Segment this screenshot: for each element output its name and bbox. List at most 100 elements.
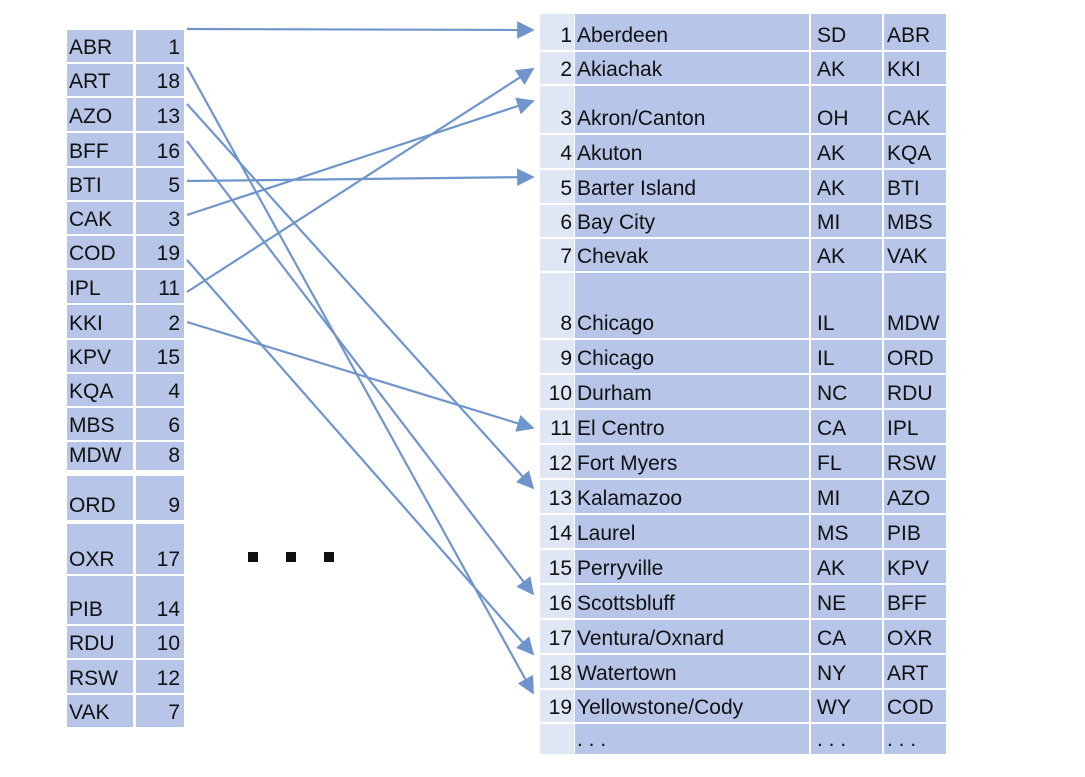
right-number-cell: 6 (540, 205, 574, 237)
right-state-cell: SD (811, 14, 882, 50)
right-code-cell: VAK (884, 239, 946, 271)
left-index-cell: 1 (136, 30, 184, 62)
right-code-cell: MBS (884, 205, 946, 237)
left-code-cell: KQA (67, 374, 133, 406)
right-city-cell: El Centro (575, 410, 809, 443)
right-number-cell: 7 (540, 239, 574, 271)
right-city-cell: Ventura/Oxnard (575, 620, 809, 653)
right-number-cell: 3 (540, 86, 574, 133)
left-code-cell: RDU (67, 626, 133, 658)
ellipsis-dot: ■ (248, 552, 258, 562)
right-number-cell: 2 (540, 52, 574, 84)
right-state-cell: FL (811, 445, 882, 478)
right-number-cell: 10 (540, 375, 574, 408)
right-code-cell: PIB (884, 515, 946, 548)
right-code-cell: IPL (884, 410, 946, 443)
right-number-cell: 11 (540, 410, 574, 443)
left-code-cell: IPL (67, 270, 133, 303)
left-index-cell: 6 (136, 408, 184, 440)
left-code-cell: BTI (67, 168, 133, 200)
right-state-cell: MI (811, 205, 882, 237)
mapping-arrow-kki (186, 68, 535, 293)
right-number-cell: 16 (540, 585, 574, 618)
mapping-arrow-cod (186, 259, 535, 656)
right-city-cell: Chicago (575, 340, 809, 373)
right-number-cell: 14 (540, 515, 574, 548)
right-code-cell: ABR (884, 14, 946, 50)
mapping-arrow-azo (186, 103, 535, 490)
right-number-cell: 8 (540, 273, 574, 338)
ellipsis-mark: ■ ■ ■ (248, 552, 338, 566)
right-state-cell: AK (811, 239, 882, 271)
left-index-cell: 15 (136, 340, 184, 372)
left-index-cell: 17 (136, 524, 184, 574)
right-number-cell: 17 (540, 620, 574, 653)
right-number-cell: 4 (540, 135, 574, 168)
left-index-cell: 2 (136, 305, 184, 338)
right-code-cell: COD (884, 690, 946, 722)
left-code-cell: MDW (67, 442, 133, 470)
right-city-cell: Fort Myers (575, 445, 809, 478)
left-code-cell: CAK (67, 202, 133, 234)
left-code-cell: MBS (67, 408, 133, 440)
right-code-cell: RDU (884, 375, 946, 408)
right-city-cell: Bay City (575, 205, 809, 237)
right-state-cell: AK (811, 550, 882, 583)
right-city-cell: Durham (575, 375, 809, 408)
right-code-cell: BTI (884, 170, 946, 203)
right-state-cell: NE (811, 585, 882, 618)
right-code-cell: ORD (884, 340, 946, 373)
left-code-cell: KPV (67, 340, 133, 372)
right-number-cell: 9 (540, 340, 574, 373)
left-code-cell: PIB (67, 576, 133, 624)
left-index-cell: 18 (136, 64, 184, 96)
right-city-cell: Kalamazoo (575, 480, 809, 513)
left-code-cell: KKI (67, 305, 133, 338)
right-code-cell: CAK (884, 86, 946, 133)
left-index-cell: 14 (136, 576, 184, 624)
left-code-cell: VAK (67, 695, 133, 727)
ellipsis-dot: ■ (324, 552, 334, 562)
right-number-cell (540, 724, 574, 754)
left-code-cell: COD (67, 236, 133, 268)
right-city-cell: Barter Island (575, 170, 809, 203)
right-code-cell: ART (884, 655, 946, 688)
right-code-cell: AZO (884, 480, 946, 513)
left-code-cell: RSW (67, 660, 133, 693)
right-state-cell: NY (811, 655, 882, 688)
right-city-cell: Scottsbluff (575, 585, 809, 618)
right-city-cell: Perryville (575, 550, 809, 583)
right-state-cell: WY (811, 690, 882, 722)
right-code-cell: KPV (884, 550, 946, 583)
left-code-cell: BFF (67, 133, 133, 166)
right-state-cell: MI (811, 480, 882, 513)
right-number-cell: 18 (540, 655, 574, 688)
left-index-cell: 19 (136, 236, 184, 268)
mapping-arrow-bti (186, 168, 535, 186)
ellipsis-dot: ■ (286, 552, 296, 562)
right-state-cell: NC (811, 375, 882, 408)
right-state-cell: AK (811, 52, 882, 84)
right-code-cell: BFF (884, 585, 946, 618)
left-index-cell: 8 (136, 442, 184, 470)
right-number-cell: 15 (540, 550, 574, 583)
mapping-arrow-cak (186, 97, 535, 217)
right-city-cell: . . . (575, 724, 809, 754)
right-state-cell: . . . (811, 724, 882, 754)
left-index-cell: 5 (136, 168, 184, 200)
right-state-cell: OH (811, 86, 882, 133)
right-city-cell: Yellowstone/Cody (575, 690, 809, 722)
left-index-cell: 10 (136, 626, 184, 658)
right-city-cell: Akuton (575, 135, 809, 168)
right-number-cell: 19 (540, 690, 574, 722)
left-code-cell: ORD (67, 476, 133, 520)
left-index-cell: 16 (136, 133, 184, 166)
right-state-cell: CA (811, 410, 882, 443)
right-city-cell: Watertown (575, 655, 809, 688)
right-city-cell: Chicago (575, 273, 809, 338)
right-number-cell: 1 (540, 14, 574, 50)
right-state-cell: MS (811, 515, 882, 548)
right-state-cell: AK (811, 170, 882, 203)
